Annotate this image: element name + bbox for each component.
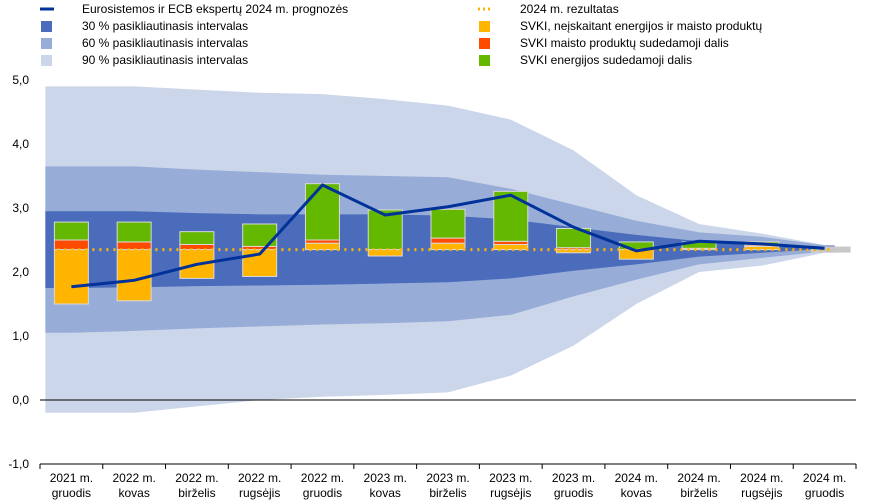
x-tick-label-month: birželis bbox=[429, 486, 466, 500]
y-tick-label: 5,0 bbox=[12, 73, 29, 87]
bars bbox=[53, 183, 851, 305]
x-tick-label-month: gruodis bbox=[805, 486, 844, 500]
legend-swatch bbox=[41, 21, 52, 32]
legend-label: 30 % pasikliautinasis intervalas bbox=[82, 19, 248, 33]
projection-line bbox=[71, 183, 825, 289]
legend-swatch bbox=[41, 38, 52, 49]
bar-segment bbox=[304, 183, 340, 241]
bar-segment bbox=[493, 190, 529, 242]
x-tick-label-month: rugsėjis bbox=[239, 486, 280, 500]
x-tick-label-month: birželis bbox=[178, 486, 215, 500]
bar-segment bbox=[810, 246, 851, 253]
legend-label: Eurosistemos ir ECB ekspertų 2024 m. pro… bbox=[82, 2, 348, 16]
lines bbox=[57, 183, 835, 289]
bar-segment bbox=[430, 208, 466, 239]
x-tick-label-month: kovas bbox=[621, 486, 652, 500]
legend-swatch bbox=[479, 55, 490, 66]
x-tick-label-year: 2022 m. bbox=[175, 471, 218, 485]
legend-label: SVKI energijos sudedamoji dalis bbox=[520, 53, 692, 67]
bar-segment bbox=[53, 249, 89, 305]
legend-label: 90 % pasikliautinasis intervalas bbox=[82, 53, 248, 67]
legend-label: 60 % pasikliautinasis intervalas bbox=[82, 36, 248, 50]
x-tick-label-month: gruodis bbox=[554, 486, 593, 500]
bar-segment bbox=[116, 221, 152, 243]
x-tick-label-year: 2023 m. bbox=[364, 471, 407, 485]
legend-label: 2024 m. rezultatas bbox=[520, 2, 619, 16]
bar-segment bbox=[53, 221, 89, 241]
legend-label: SVKI, neįskaitant energijos ir maisto pr… bbox=[520, 19, 762, 33]
legend-swatch bbox=[479, 38, 490, 49]
x-tick-label-month: gruodis bbox=[52, 486, 91, 500]
legend-label: SVKI maisto produktų sudedamoji dalis bbox=[520, 36, 729, 50]
x-tick-label-year: 2022 m. bbox=[301, 471, 344, 485]
bar-segment bbox=[116, 249, 152, 302]
legend-swatch bbox=[41, 55, 52, 66]
y-tick-label: 4,0 bbox=[12, 137, 29, 151]
y-tick-label: -1,0 bbox=[8, 457, 29, 471]
x-tick-label-year: 2022 m. bbox=[238, 471, 281, 485]
x-tick-label-month: rugsėjis bbox=[490, 486, 531, 500]
bar-segment bbox=[179, 231, 215, 245]
legend-swatch bbox=[479, 21, 490, 32]
y-tick-label: 2,0 bbox=[12, 265, 29, 279]
x-tick-label-year: 2023 m. bbox=[552, 471, 595, 485]
y-tick-label: 0,0 bbox=[12, 393, 29, 407]
x-tick-label-year: 2023 m. bbox=[489, 471, 532, 485]
bar-segment bbox=[430, 237, 466, 244]
x-tick-label-year: 2024 m. bbox=[677, 471, 720, 485]
x-tick-label-month: birželis bbox=[680, 486, 717, 500]
x-tick-label-year: 2023 m. bbox=[426, 471, 469, 485]
x-tick-label-year: 2024 m. bbox=[740, 471, 783, 485]
y-tick-label: 3,0 bbox=[12, 201, 29, 215]
x-tick-label-year: 2021 m. bbox=[50, 471, 93, 485]
x-tick-label-year: 2024 m. bbox=[803, 471, 846, 485]
x-tick-label-month: kovas bbox=[118, 486, 149, 500]
x-tick-label-month: rugsėjis bbox=[741, 486, 782, 500]
x-tick-label-year: 2022 m. bbox=[112, 471, 155, 485]
legend: Eurosistemos ir ECB ekspertų 2024 m. pro… bbox=[40, 2, 762, 67]
x-tick-label-month: kovas bbox=[370, 486, 401, 500]
x-tick-label-year: 2024 m. bbox=[615, 471, 658, 485]
y-tick-label: 1,0 bbox=[12, 329, 29, 343]
x-tick-label-month: gruodis bbox=[303, 486, 342, 500]
